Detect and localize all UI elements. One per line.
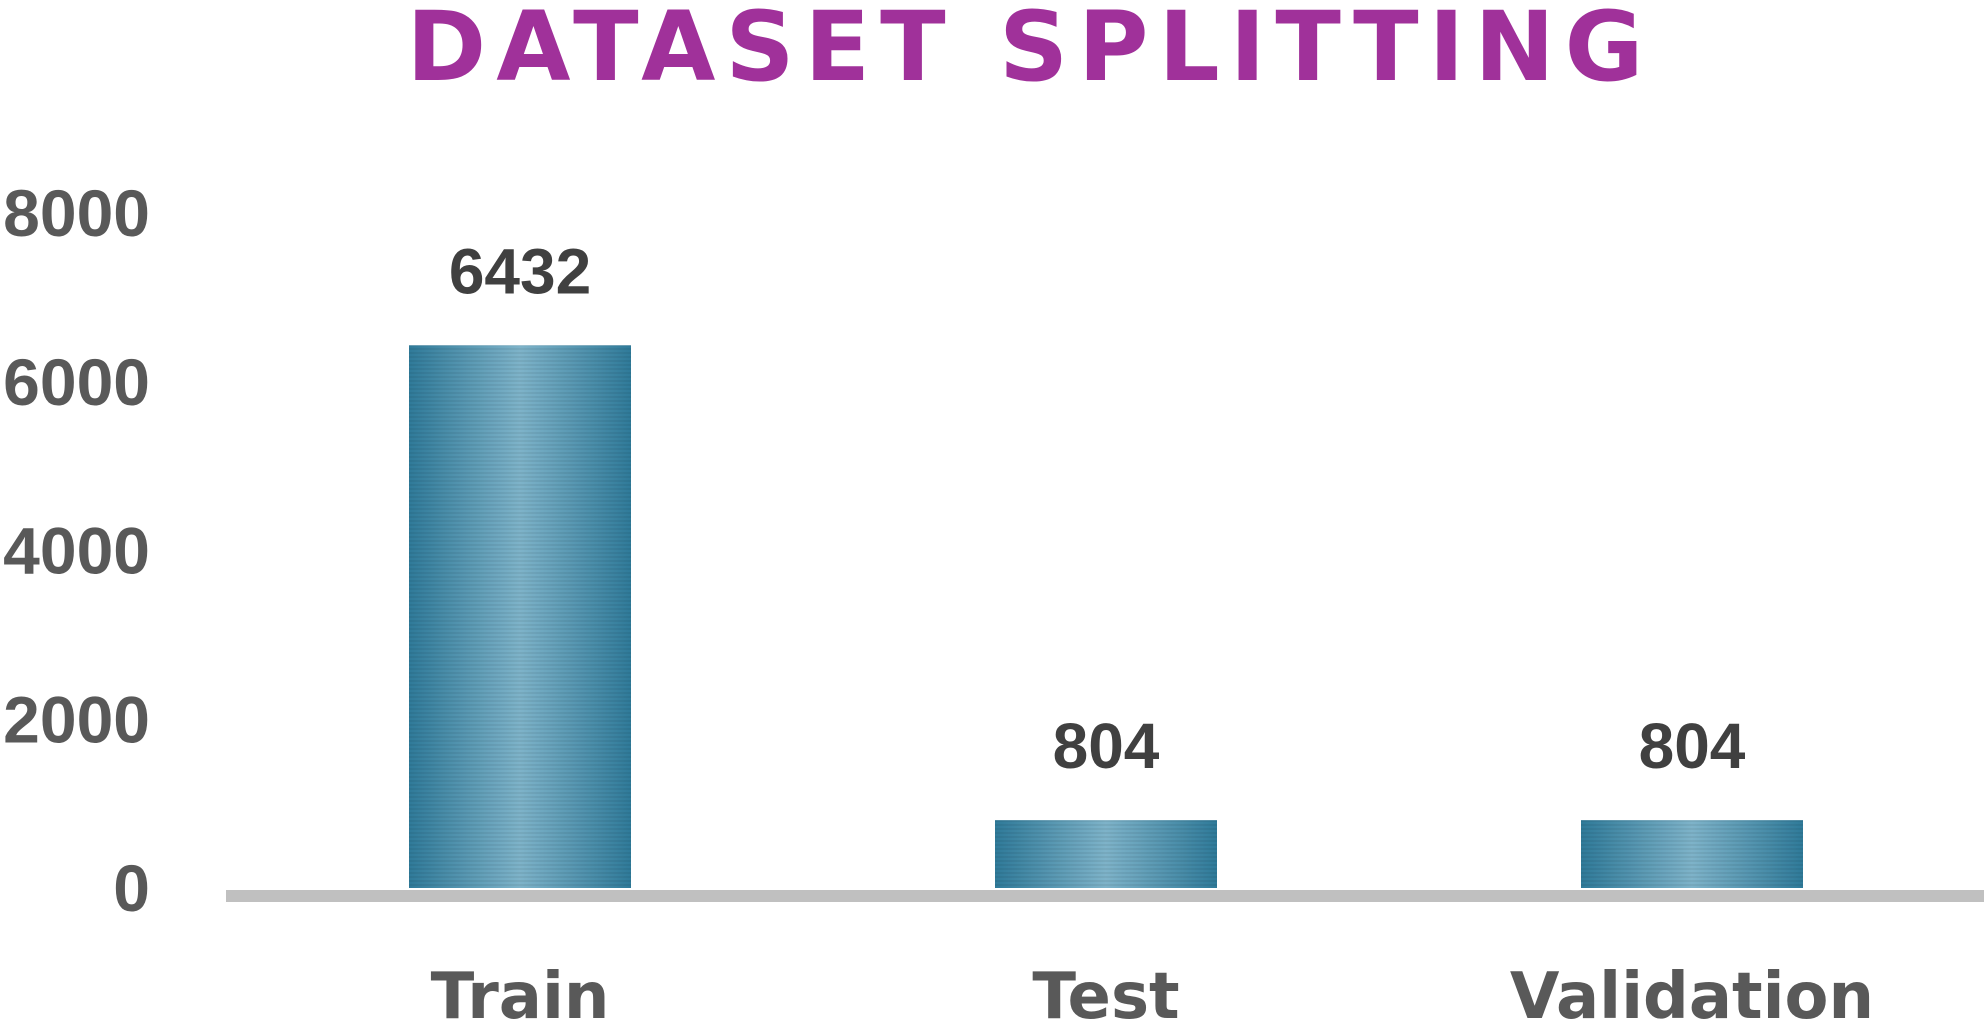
data-label-validation: 804 bbox=[1639, 710, 1746, 782]
x-category-label: Validation bbox=[1510, 960, 1874, 1025]
bar-texture-validation bbox=[1581, 820, 1803, 888]
data-label-test: 804 bbox=[1053, 710, 1160, 782]
y-tick-label: 2000 bbox=[3, 682, 150, 756]
y-tick-label: 6000 bbox=[3, 345, 150, 419]
y-tick-label: 4000 bbox=[3, 514, 150, 588]
x-axis-baseline bbox=[226, 890, 1984, 902]
x-category-label: Train bbox=[431, 960, 610, 1025]
y-axis-tick-labels: 0 2000 4000 6000 8000 bbox=[3, 176, 150, 925]
data-label-train: 6432 bbox=[449, 235, 591, 307]
bars bbox=[409, 345, 1803, 888]
x-axis-category-labels: Train Test Validation bbox=[431, 960, 1875, 1025]
bar-texture-train bbox=[409, 345, 631, 888]
bar-texture-test bbox=[995, 820, 1217, 888]
y-tick-label: 0 bbox=[113, 851, 150, 925]
data-labels: 6432 804 804 bbox=[449, 235, 1746, 782]
chart-title: DATASET SPLITTING bbox=[407, 0, 1654, 103]
x-category-label: Test bbox=[1032, 960, 1179, 1025]
y-tick-label: 8000 bbox=[3, 176, 150, 250]
